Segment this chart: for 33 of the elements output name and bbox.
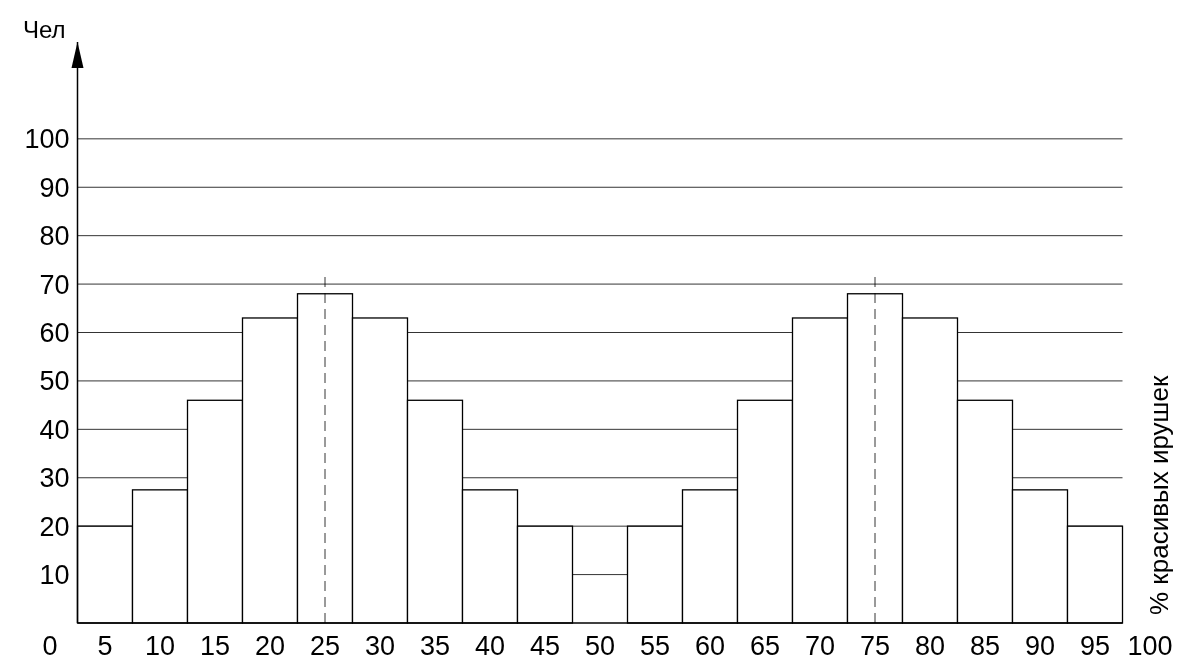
x-tick-label: 80 bbox=[914, 631, 946, 661]
x-tick-label: 90 bbox=[1024, 631, 1056, 661]
y2-axis-title: % красивых ирушек bbox=[1143, 375, 1174, 615]
x-tick-label: 75 bbox=[859, 631, 891, 661]
x-tick-label: 65 bbox=[749, 631, 781, 661]
y-tick-label: 90 bbox=[39, 172, 70, 203]
x-tick-label: 20 bbox=[254, 631, 286, 661]
x-tick-label: 35 bbox=[419, 631, 451, 661]
x-tick-label: 50 bbox=[584, 631, 616, 661]
x-tick-label: 100 bbox=[1127, 631, 1173, 661]
y-tick-label: 30 bbox=[39, 463, 70, 494]
x-tick-label: 5 bbox=[97, 631, 113, 661]
y-tick-label: 100 bbox=[24, 124, 70, 155]
y-tick-label: 10 bbox=[39, 560, 70, 591]
y-tick-label: 60 bbox=[39, 317, 70, 348]
y-tick-label: 40 bbox=[39, 414, 70, 445]
x-tick-label: 95 bbox=[1079, 631, 1111, 661]
x-tick-label: 15 bbox=[199, 631, 231, 661]
x-tick-label: 30 bbox=[364, 631, 396, 661]
x-tick-label: 25 bbox=[309, 631, 341, 661]
y-tick-label: 50 bbox=[39, 366, 70, 397]
y-tick-label: 80 bbox=[39, 221, 70, 252]
x-tick-label: 40 bbox=[474, 631, 506, 661]
x-tick-label: 0 bbox=[42, 631, 58, 661]
x-tick-label: 70 bbox=[804, 631, 836, 661]
y-tick-label: 20 bbox=[39, 511, 70, 542]
x-tick-label: 10 bbox=[144, 631, 176, 661]
x-tick-label: 85 bbox=[969, 631, 1001, 661]
y-axis-title: Чел bbox=[22, 16, 66, 43]
x-tick-label: 45 bbox=[529, 631, 561, 661]
x-tick-label: 60 bbox=[694, 631, 726, 661]
y-tick-label: 70 bbox=[39, 269, 70, 300]
x-tick-label: 55 bbox=[639, 631, 671, 661]
